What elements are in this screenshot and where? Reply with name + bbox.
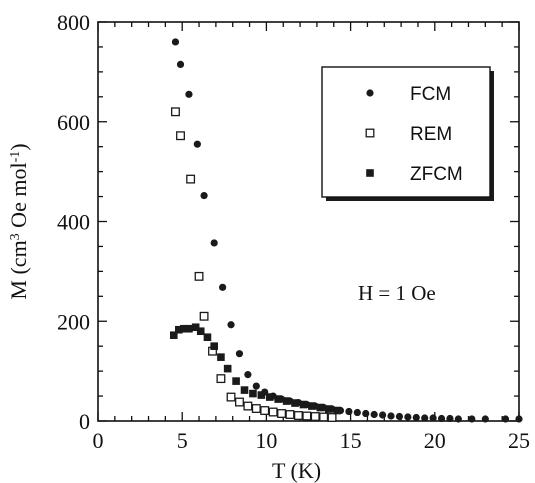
fcm-point	[468, 415, 475, 422]
fcm-point	[244, 371, 251, 378]
y-axis-title-superscript: 3	[8, 233, 23, 240]
rem-point	[286, 411, 294, 419]
rem-point	[236, 398, 244, 406]
rem-point	[278, 410, 286, 418]
x-tick-label: 15	[340, 428, 362, 453]
fcm-point	[172, 38, 179, 45]
y-tick-label: 800	[57, 10, 90, 35]
zfcm-point	[204, 333, 212, 341]
y-axis-title-part: )	[6, 143, 31, 150]
rem-point	[172, 108, 180, 116]
legend: FCM REM ZFCM	[322, 67, 494, 201]
legend-marker-fcm	[366, 89, 373, 96]
rem-point	[303, 412, 311, 420]
fcm-point	[446, 415, 453, 422]
zfcm-point	[325, 405, 333, 413]
legend-marker-rem	[366, 129, 374, 137]
fcm-point	[396, 413, 403, 420]
fcm-point	[413, 414, 420, 421]
zfcm-point	[217, 353, 225, 361]
zfcm-point	[258, 391, 266, 399]
fcm-point	[482, 415, 489, 422]
zfcm-point	[291, 399, 299, 407]
y-tick-label: 400	[57, 210, 90, 235]
field-annotation: H = 1 Oe	[358, 281, 436, 305]
fcm-point	[185, 91, 192, 98]
zfcm-point	[266, 393, 274, 401]
fcm-point	[438, 415, 445, 422]
fcm-point	[354, 409, 361, 416]
zfcm-point	[197, 327, 205, 335]
y-axis-title-part: M (cm	[6, 240, 31, 299]
fcm-point	[387, 412, 394, 419]
x-tick-label: 20	[424, 428, 446, 453]
rem-point	[227, 393, 235, 401]
legend-box	[322, 67, 490, 197]
zfcm-point	[224, 365, 232, 373]
rem-point	[252, 405, 260, 413]
fcm-point	[371, 411, 378, 418]
fcm-point	[219, 284, 226, 291]
zfcm-point	[274, 395, 282, 403]
fcm-point	[253, 382, 260, 389]
rem-point	[320, 413, 328, 421]
fcm-point	[194, 141, 201, 148]
rem-point	[187, 175, 195, 183]
zfcm-point	[300, 401, 308, 409]
fcm-point	[379, 411, 386, 418]
y-axis-title-part: Oe mol	[6, 162, 31, 233]
zfcm-point	[241, 386, 249, 394]
zfcm-point	[333, 407, 341, 415]
legend-label-fcm: FCM	[410, 84, 451, 105]
fcm-point	[200, 192, 207, 199]
rem-point	[269, 408, 277, 416]
x-tick-label: 10	[255, 428, 277, 453]
fcm-point	[421, 414, 428, 421]
y-tick-label: 200	[57, 309, 90, 334]
rem-point	[328, 414, 336, 422]
zfcm-point	[232, 377, 240, 385]
y-axis-title: M (cm3 Oe mol-1)	[6, 143, 31, 299]
fcm-point	[211, 239, 218, 246]
fcm-point	[362, 410, 369, 417]
rem-point	[177, 132, 185, 140]
y-tick-label: 0	[79, 409, 90, 434]
legend-label-zfcm: ZFCM	[410, 164, 463, 185]
zfcm-point	[249, 390, 257, 398]
fcm-point	[515, 415, 522, 422]
rem-point	[217, 375, 225, 383]
zfcm-point	[210, 342, 218, 350]
fcm-point	[227, 321, 234, 328]
legend-marker-zfcm	[366, 169, 374, 177]
zfcm-point	[308, 402, 316, 410]
y-tick-label: 600	[57, 110, 90, 135]
rem-point	[244, 402, 252, 410]
fcm-point	[236, 350, 243, 357]
fcm-point	[177, 61, 184, 68]
fcm-point	[502, 415, 509, 422]
fcm-point	[404, 413, 411, 420]
rem-point	[195, 273, 203, 281]
fcm-point	[455, 415, 462, 422]
x-tick-label: 25	[508, 428, 530, 453]
rem-point	[311, 413, 319, 421]
zfcm-point	[283, 397, 291, 405]
y-axis-title-superscript: -1	[8, 151, 23, 163]
fcm-point	[345, 408, 352, 415]
legend-label-rem: REM	[410, 124, 452, 145]
zfcm-point	[316, 404, 324, 412]
x-tick-label: 0	[93, 428, 104, 453]
x-axis-title: T (K)	[272, 458, 321, 483]
zfcm-point	[185, 325, 193, 333]
x-tick-label: 5	[177, 428, 188, 453]
rem-point	[261, 407, 269, 415]
rem-point	[200, 312, 208, 320]
fcm-point	[430, 414, 437, 421]
rem-point	[295, 412, 303, 420]
